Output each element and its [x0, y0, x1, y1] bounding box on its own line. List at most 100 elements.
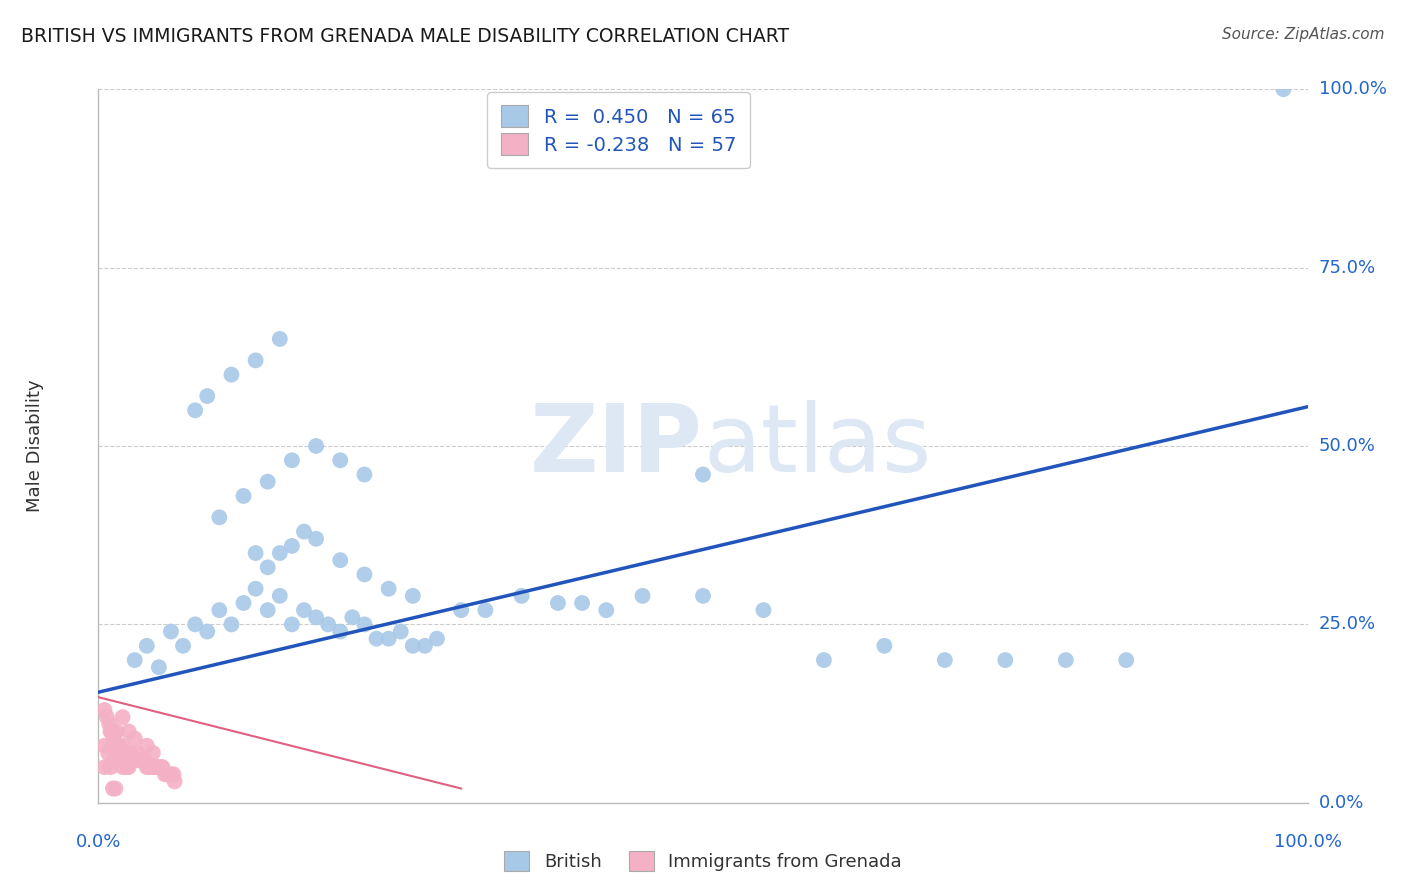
Point	[103, 753, 125, 767]
Point	[1115, 653, 1137, 667]
Point	[195, 389, 218, 403]
Point	[152, 760, 174, 774]
Text: 0.0%: 0.0%	[1319, 794, 1364, 812]
Point	[1272, 82, 1295, 96]
Point	[245, 546, 267, 560]
Point	[93, 703, 115, 717]
Point	[813, 653, 835, 667]
Point	[692, 467, 714, 482]
Point	[105, 739, 128, 753]
Point	[98, 717, 121, 731]
Point	[160, 624, 183, 639]
Point	[142, 760, 165, 774]
Point	[873, 639, 896, 653]
Point	[93, 760, 115, 774]
Point	[115, 753, 138, 767]
Point	[138, 760, 160, 774]
Point	[1054, 653, 1077, 667]
Point	[934, 653, 956, 667]
Point	[127, 753, 149, 767]
Text: 25.0%: 25.0%	[1319, 615, 1376, 633]
Point	[104, 781, 127, 796]
Point	[143, 760, 166, 774]
Point	[112, 753, 135, 767]
Point	[221, 617, 243, 632]
Point	[208, 510, 231, 524]
Point	[105, 753, 128, 767]
Point	[474, 603, 496, 617]
Point	[115, 760, 138, 774]
Point	[142, 746, 165, 760]
Point	[402, 639, 425, 653]
Point	[108, 739, 131, 753]
Point	[256, 560, 278, 574]
Point	[510, 589, 533, 603]
Point	[245, 582, 267, 596]
Point	[108, 746, 131, 760]
Point	[118, 760, 141, 774]
Point	[129, 753, 152, 767]
Point	[256, 475, 278, 489]
Point	[426, 632, 449, 646]
Point	[162, 767, 184, 781]
Point	[103, 731, 125, 746]
Point	[245, 353, 267, 368]
Point	[353, 617, 375, 632]
Text: Source: ZipAtlas.com: Source: ZipAtlas.com	[1222, 27, 1385, 42]
Point	[571, 596, 593, 610]
Point	[269, 332, 291, 346]
Point	[153, 767, 176, 781]
Point	[342, 610, 364, 624]
Point	[139, 760, 162, 774]
Point	[96, 710, 118, 724]
Point	[100, 724, 122, 739]
Point	[111, 760, 134, 774]
Point	[281, 617, 304, 632]
Point	[108, 746, 131, 760]
Point	[124, 753, 146, 767]
Point	[377, 582, 399, 596]
Point	[232, 596, 254, 610]
Point	[232, 489, 254, 503]
Point	[172, 639, 194, 653]
Text: atlas: atlas	[703, 400, 931, 492]
Point	[111, 739, 134, 753]
Point	[156, 767, 179, 781]
Point	[305, 610, 328, 624]
Point	[353, 467, 375, 482]
Point	[547, 596, 569, 610]
Point	[221, 368, 243, 382]
Point	[305, 439, 328, 453]
Point	[305, 532, 328, 546]
Point	[184, 617, 207, 632]
Point	[256, 603, 278, 617]
Point	[595, 603, 617, 617]
Point	[114, 746, 136, 760]
Text: 100.0%: 100.0%	[1274, 833, 1341, 851]
Point	[105, 724, 128, 739]
Point	[121, 753, 143, 767]
Point	[148, 660, 170, 674]
Point	[329, 624, 352, 639]
Point	[157, 767, 180, 781]
Point	[111, 710, 134, 724]
Point	[150, 760, 173, 774]
Point	[120, 746, 142, 760]
Point	[145, 760, 167, 774]
Legend: R =  0.450   N = 65, R = -0.238   N = 57: R = 0.450 N = 65, R = -0.238 N = 57	[486, 92, 749, 169]
Point	[402, 589, 425, 603]
Point	[269, 589, 291, 603]
Text: 75.0%: 75.0%	[1319, 259, 1376, 277]
Point	[292, 524, 315, 539]
Text: BRITISH VS IMMIGRANTS FROM GRENADA MALE DISABILITY CORRELATION CHART: BRITISH VS IMMIGRANTS FROM GRENADA MALE …	[21, 27, 789, 45]
Text: 0.0%: 0.0%	[76, 833, 121, 851]
Point	[100, 760, 122, 774]
Point	[281, 539, 304, 553]
Point	[135, 639, 157, 653]
Text: 100.0%: 100.0%	[1319, 80, 1386, 98]
Point	[118, 724, 141, 739]
Point	[208, 603, 231, 617]
Point	[292, 603, 315, 617]
Point	[413, 639, 436, 653]
Point	[329, 553, 352, 567]
